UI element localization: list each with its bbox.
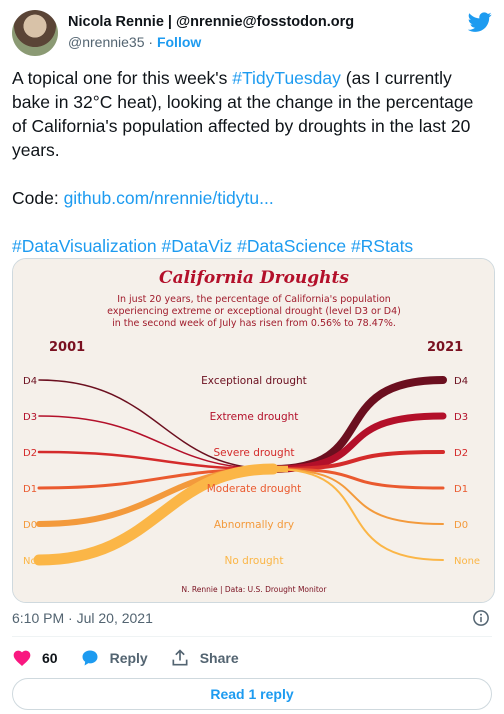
tweet-media-image[interactable]: California Droughts In just 20 years, th… (12, 258, 495, 603)
code-link[interactable]: github.com/nrennie/tidytu... (63, 188, 274, 208)
level-name-label: Severe drought (214, 447, 295, 459)
start-level-label: None (23, 556, 49, 567)
spacer (12, 210, 492, 234)
tweet-actions: 60 Reply Share (12, 646, 261, 670)
heart-icon (13, 650, 31, 666)
share-button[interactable]: Share (170, 648, 239, 668)
hashtag-link[interactable]: #DataViz (161, 236, 233, 256)
tweet-paragraph: A topical one for this week's #TidyTuesd… (12, 66, 492, 162)
start-year-label: 2001 (49, 340, 85, 355)
reply-button[interactable]: Reply (80, 648, 148, 668)
twitter-logo-icon[interactable] (468, 10, 492, 34)
author-handle[interactable]: @nrennie35 (68, 34, 145, 50)
hashtag-link[interactable]: #RStats (350, 236, 414, 256)
hashtag-link[interactable]: #TidyTuesday (232, 68, 341, 88)
avatar[interactable] (12, 10, 58, 56)
series-line-d0-end (272, 468, 444, 525)
share-label: Share (199, 650, 239, 666)
code-line: Code: github.com/nrennie/tidytu... (12, 186, 492, 210)
end-level-label: D2 (454, 448, 468, 459)
reply-label: Reply (109, 650, 148, 666)
level-name-label: Moderate drought (207, 483, 302, 495)
series-line-d4-start (38, 379, 274, 470)
end-level-label: D3 (454, 412, 468, 423)
level-name-label: Abnormally dry (214, 519, 294, 531)
tweet-text: A topical one for this week's #TidyTuesd… (12, 66, 492, 258)
level-name-label: Exceptional drought (201, 375, 307, 387)
end-level-label: D1 (454, 484, 468, 495)
start-level-label: D4 (23, 376, 37, 387)
chart-label-group: D4 D4 Exceptional drought D3 D3 Extreme droug… (23, 375, 480, 567)
chart-subtitle-line: In just 20 years, the percentage of Cali… (117, 294, 391, 305)
hashtag-link[interactable]: #DataScience (237, 236, 347, 256)
reply-bubble-icon (82, 650, 98, 666)
end-level-label: None (454, 556, 480, 567)
divider (12, 636, 492, 637)
author-name[interactable]: Nicola Rennie | @nrennie@fosstodon.org (68, 14, 355, 30)
chart-caption: N. Rennie | Data: U.S. Drought Monitor (182, 585, 328, 594)
separator: · (148, 34, 154, 50)
drought-chart: California Droughts In just 20 years, th… (13, 259, 494, 602)
series-line-d3-start (38, 415, 274, 470)
level-name-label: Extreme drought (210, 411, 299, 423)
info-icon[interactable] (472, 609, 490, 627)
chart-series-group (33, 376, 447, 566)
series-line-none-start (33, 463, 279, 566)
end-level-label: D0 (454, 520, 468, 531)
share-icon (172, 649, 188, 666)
author-handle-line: @nrennie35 · Follow (68, 34, 201, 50)
tweet-text-part: A topical one for this week's (12, 68, 233, 88)
series-line-none-end (272, 468, 444, 561)
start-level-label: D3 (23, 412, 37, 423)
tweet-timestamp[interactable]: 6:10 PM · Jul 20, 2021 (12, 610, 153, 626)
hashtag-line: #DataVisualization #DataViz #DataScience… (12, 234, 492, 258)
like-count: 60 (42, 650, 58, 666)
read-reply-button[interactable]: Read 1 reply (12, 678, 492, 710)
tweet-text-part: (as I currently bake in 32°C heat), look… (12, 68, 474, 160)
start-level-label: D2 (23, 448, 37, 459)
series-line-d1-end (271, 467, 445, 490)
follow-button[interactable]: Follow (156, 34, 202, 50)
hashtag-link[interactable]: #DataVisualization (12, 236, 157, 256)
end-year-label: 2021 (427, 340, 463, 355)
start-level-label: D1 (23, 484, 37, 495)
chart-subtitle-line: in the second week of July has risen fro… (112, 318, 396, 329)
tweet-header: Nicola Rennie | @nrennie@fosstodon.org @… (12, 8, 492, 58)
spacer (12, 162, 492, 186)
code-label: Code: (12, 188, 64, 208)
series-line-d2-end (271, 450, 445, 471)
level-name-label: No drought (225, 555, 284, 567)
end-level-label: D4 (454, 376, 468, 387)
start-level-label: D0 (23, 520, 37, 531)
chart-title: California Droughts (159, 268, 349, 288)
like-button[interactable]: 60 (12, 648, 58, 668)
chart-subtitle-line: experiencing extreme or exceptional drou… (107, 306, 401, 317)
